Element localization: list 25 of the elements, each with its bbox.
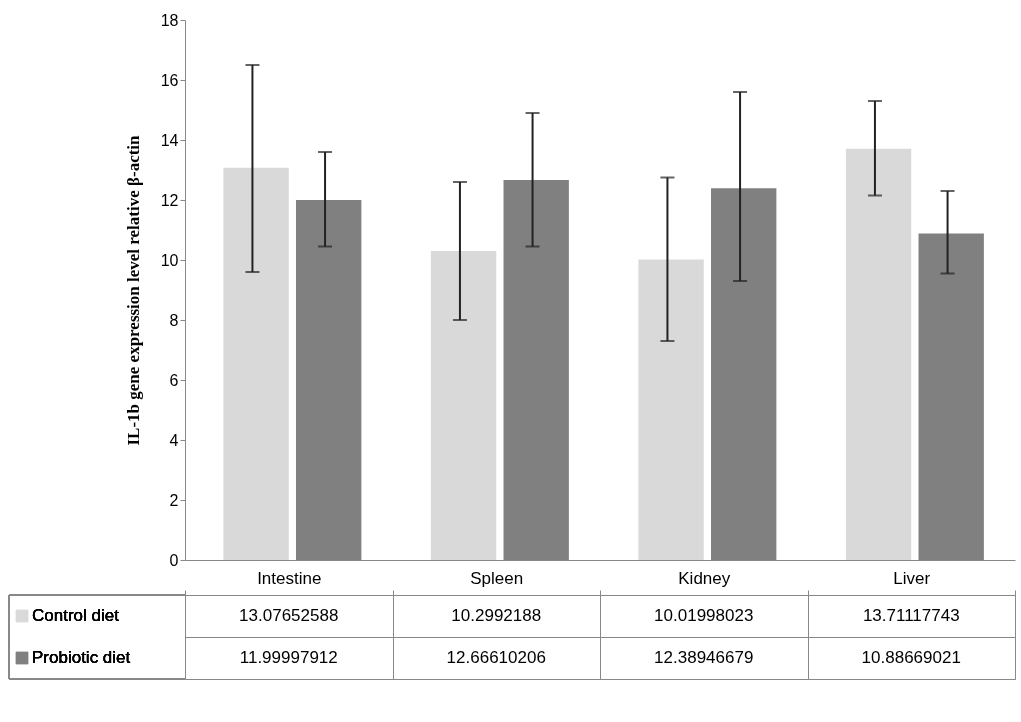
x-tick-label: Kidney [678, 568, 731, 588]
legend-label: Control diet [32, 606, 120, 625]
y-tick-label: 14 [160, 131, 179, 149]
y-tick-label: 10 [160, 251, 179, 269]
data-label: 13.71117743 [862, 606, 960, 625]
data-label: 10.01998023 [654, 606, 754, 625]
x-tick-label: Intestine [257, 568, 322, 588]
data-label: 11.99997912 [239, 648, 338, 667]
data-label: 12.38946679 [654, 648, 754, 667]
legend-label: Probiotic diet [32, 648, 131, 667]
y-tick-label: 12 [160, 191, 179, 209]
data-label: 10.88669021 [861, 648, 961, 667]
y-tick-label: 18 [160, 11, 179, 29]
data-label: 13.07652588 [239, 606, 339, 625]
y-tick-label: 6 [169, 371, 179, 389]
y-tick-label: 2 [169, 491, 179, 509]
x-tick-label: Liver [893, 568, 931, 588]
data-label: 10.2992188 [451, 606, 542, 625]
data-label: 12.66610206 [446, 648, 546, 667]
y-tick-label: 8 [169, 311, 179, 329]
y-axis-title: IL-1b gene expression level relative β-actin [123, 134, 143, 446]
y-tick-label: 16 [160, 71, 179, 89]
x-tick-label: Spleen [470, 568, 524, 588]
y-tick-label: 4 [169, 431, 179, 449]
y-tick-label: 0 [169, 551, 179, 569]
